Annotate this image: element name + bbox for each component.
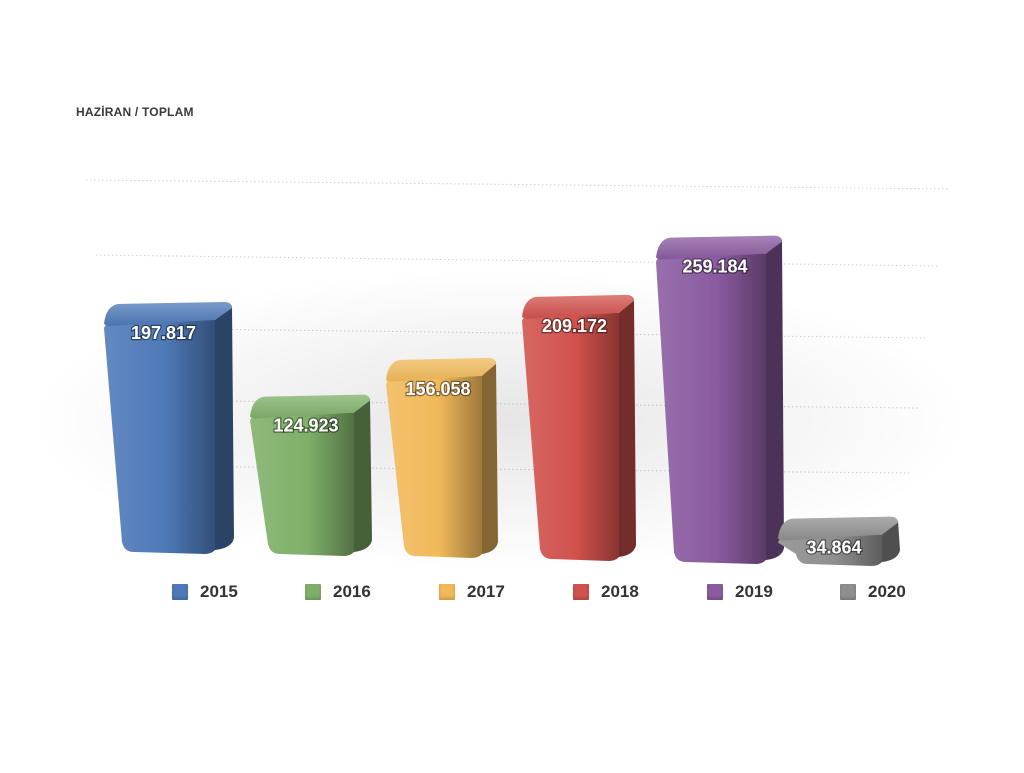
bar-side-face [766,239,784,560]
legend-item-2017: 2017 [439,580,505,604]
bar-top-face [778,516,898,541]
data-labels: 197.817 124.923 156.058 209.172 259.184 34.86… [130,255,863,558]
legend-swatch [305,584,321,600]
bar-2018 [522,294,636,561]
data-label-2018: 209.172 [542,316,607,336]
chart-legend: 2015 2016 2017 2018 2019 2020 [0,580,1024,604]
legend-item-2020: 2020 [840,580,906,604]
bar-front-face [104,319,215,554]
chart-title: HAZİRAN / TOPLAM [76,105,194,119]
legend-label: 2017 [467,582,505,601]
bar-2016 [250,394,372,556]
bar-2019 [656,235,784,564]
legend-swatch [707,584,723,600]
bar-top-face [656,235,782,260]
bar-front-face [522,312,619,561]
data-label-2020: 34.864 [806,538,861,558]
gridline [95,254,941,267]
legend-label: 2016 [333,582,371,601]
bar-top-face [250,394,370,419]
legend-item-2016: 2016 [305,580,371,604]
bar-front-face [386,375,482,558]
legend-swatch [439,584,455,600]
legend-swatch [840,584,856,600]
bar-front-face [250,412,354,556]
legend-swatch [573,584,589,600]
bar-side-face [482,361,498,554]
data-label-2016: 124.923 [273,416,338,436]
bar-side-face [354,398,372,552]
legend-label: 2015 [200,582,238,601]
data-label-2015: 197.817 [131,323,196,343]
legend-swatch [172,584,188,600]
bar-top-face [386,357,496,382]
data-label-2019: 259.184 [682,257,747,277]
data-label-2017: 156.058 [405,379,470,399]
bar-2017 [386,357,498,558]
legend-item-2018: 2018 [573,580,639,604]
bar-2020 [778,516,900,566]
gridline [85,179,951,190]
legend-label: 2019 [735,582,773,601]
bar-front-face [778,534,882,566]
bar-2015 [104,301,234,554]
legend-item-2019: 2019 [707,580,773,604]
bar-front-face [656,253,766,564]
legend-label: 2020 [868,582,906,601]
bar-side-face [619,298,636,557]
legend-label: 2018 [601,582,639,601]
bars [104,235,900,566]
bar-side-face [215,305,234,550]
bar-top-face [522,294,634,319]
legend-item-2015: 2015 [172,580,238,604]
bar-top-face [104,301,232,326]
